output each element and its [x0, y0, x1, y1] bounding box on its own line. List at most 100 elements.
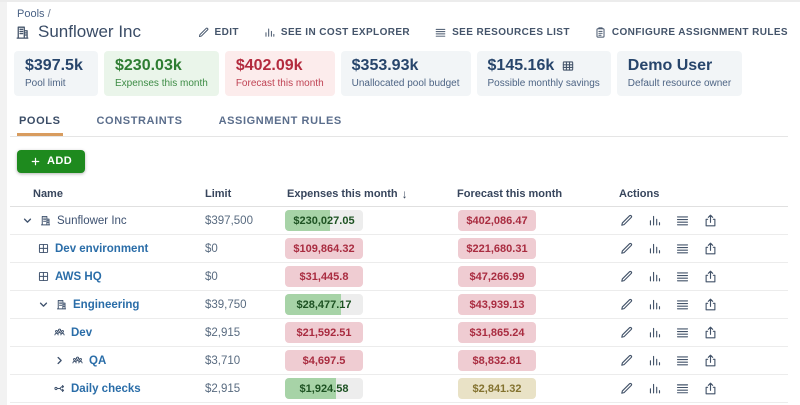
- share-icon: [703, 241, 718, 256]
- list-icon: [675, 325, 690, 340]
- share-action[interactable]: [703, 213, 718, 228]
- expenses-cell: $1,924.58: [285, 378, 455, 399]
- cost-explorer-action[interactable]: [647, 269, 662, 284]
- pencil-icon: [619, 241, 634, 256]
- tab-pools[interactable]: POOLS: [17, 107, 63, 136]
- forecast-cell: $221,680.31: [455, 238, 610, 259]
- edit-button[interactable]: EDIT: [197, 26, 239, 39]
- table-row: Dev $2,915 $21,592.51 $31,865.24: [10, 319, 788, 347]
- breadcrumb: Pools /: [17, 8, 788, 20]
- branch-icon: [53, 382, 66, 395]
- see-in-cost-explorer-button-label: SEE IN COST EXPLORER: [280, 26, 411, 38]
- cost-explorer-action[interactable]: [647, 297, 662, 312]
- see-in-cost-explorer-button[interactable]: SEE IN COST EXPLORER: [263, 26, 410, 39]
- edit-action[interactable]: [619, 241, 634, 256]
- bar-chart-icon: [647, 241, 662, 256]
- list-icon: [434, 26, 447, 39]
- bar-chart-icon: [647, 297, 662, 312]
- list-icon: [675, 297, 690, 312]
- breadcrumb-pools-link[interactable]: Pools: [17, 8, 45, 20]
- resources-list-action[interactable]: [675, 325, 690, 340]
- share-action[interactable]: [703, 241, 718, 256]
- cost-explorer-action[interactable]: [647, 241, 662, 256]
- pencil-icon: [619, 269, 634, 284]
- share-action[interactable]: [703, 325, 718, 340]
- edit-action[interactable]: [619, 353, 634, 368]
- team-icon: [53, 326, 66, 339]
- forecast-cell: $43,939.13: [455, 294, 610, 315]
- pencil-icon: [619, 353, 634, 368]
- expand-toggle[interactable]: [37, 298, 50, 311]
- expand-toggle[interactable]: [21, 214, 34, 227]
- edit-action[interactable]: [619, 269, 634, 284]
- configure-assignment-rules-button[interactable]: CONFIGURE ASSIGNMENT RULES: [594, 26, 788, 39]
- summary-cards: $397.5k Pool limit $230.03k Expenses this m…: [14, 51, 788, 96]
- column-header-forecast[interactable]: Forecast this month: [457, 188, 563, 200]
- column-header-expenses[interactable]: Expenses this month ↓: [285, 187, 455, 201]
- cost-explorer-action[interactable]: [647, 381, 662, 396]
- resources-list-action[interactable]: [675, 353, 690, 368]
- row-actions: [610, 213, 788, 228]
- amount-badge: $8,832.81: [458, 350, 536, 371]
- resources-list-action[interactable]: [675, 241, 690, 256]
- pool-name-cell: Dev environment: [10, 242, 205, 255]
- card-label: Possible monthly savings: [487, 78, 600, 89]
- summary-card: $145.16k Possible monthly savings: [476, 51, 611, 96]
- see-resources-list-button-label: SEE RESOURCES LIST: [452, 26, 570, 38]
- cost-explorer-action[interactable]: [647, 213, 662, 228]
- bar-chart-icon: [647, 381, 662, 396]
- expenses-cell: $109,864.32: [285, 238, 455, 259]
- expand-toggle[interactable]: [53, 354, 66, 367]
- pool-name-link[interactable]: Dev environment: [55, 242, 149, 255]
- chevron-right-icon: [53, 354, 66, 367]
- edit-action[interactable]: [619, 325, 634, 340]
- pool-name-cell: Engineering: [10, 298, 205, 311]
- cost-explorer-action[interactable]: [647, 325, 662, 340]
- sort-desc-icon: ↓: [401, 187, 408, 201]
- plus-icon: [30, 156, 41, 167]
- list-icon: [675, 353, 690, 368]
- tab-assignment-rules[interactable]: ASSIGNMENT RULES: [217, 107, 344, 136]
- building-icon: [39, 214, 52, 227]
- column-header-name[interactable]: Name: [33, 188, 63, 200]
- amount-badge: $21,592.51: [285, 322, 363, 343]
- table-icon[interactable]: [561, 59, 575, 73]
- bar-chart-icon: [263, 26, 276, 39]
- share-action[interactable]: [703, 297, 718, 312]
- pool-name-link[interactable]: Daily checks: [71, 382, 141, 395]
- pool-name-link[interactable]: QA: [89, 354, 107, 367]
- bar-chart-icon: [647, 269, 662, 284]
- edit-action[interactable]: [619, 381, 634, 396]
- pencil-icon: [619, 297, 634, 312]
- header-actions: EDIT SEE IN COST EXPLORER SEE RESOURCES LI…: [173, 26, 788, 39]
- resources-list-action[interactable]: [675, 381, 690, 396]
- clipboard-icon: [594, 26, 607, 39]
- edit-action[interactable]: [619, 297, 634, 312]
- column-header-limit[interactable]: Limit: [205, 188, 232, 200]
- edit-action[interactable]: [619, 213, 634, 228]
- row-actions: [610, 353, 788, 368]
- add-button[interactable]: ADD: [17, 150, 86, 173]
- pool-detail-page: Pools / Sunflower Inc EDIT SEE IN COST EX…: [7, 0, 800, 405]
- see-resources-list-button[interactable]: SEE RESOURCES LIST: [434, 26, 570, 39]
- resources-list-action[interactable]: [675, 297, 690, 312]
- pool-name-link[interactable]: AWS HQ: [55, 270, 102, 283]
- limit-value: $2,915: [205, 382, 241, 395]
- share-action[interactable]: [703, 381, 718, 396]
- pencil-icon: [197, 26, 210, 39]
- tab-constraints[interactable]: CONSTRAINTS: [95, 107, 185, 136]
- share-action[interactable]: [703, 353, 718, 368]
- team-icon: [71, 354, 84, 367]
- pool-name-cell: Dev: [10, 326, 205, 339]
- amount-badge: $230,027.05: [285, 210, 363, 231]
- resources-list-action[interactable]: [675, 213, 690, 228]
- pencil-icon: [619, 325, 634, 340]
- share-icon: [703, 381, 718, 396]
- expenses-cell: $28,477.17: [285, 294, 455, 315]
- cost-explorer-action[interactable]: [647, 353, 662, 368]
- resources-list-action[interactable]: [675, 269, 690, 284]
- share-action[interactable]: [703, 269, 718, 284]
- amount-badge: $31,865.24: [458, 322, 536, 343]
- pool-name-link[interactable]: Engineering: [73, 298, 140, 311]
- pool-name-link[interactable]: Dev: [71, 326, 93, 339]
